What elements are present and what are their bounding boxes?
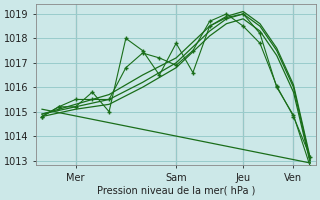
X-axis label: Pression niveau de la mer( hPa ): Pression niveau de la mer( hPa ): [97, 186, 255, 196]
